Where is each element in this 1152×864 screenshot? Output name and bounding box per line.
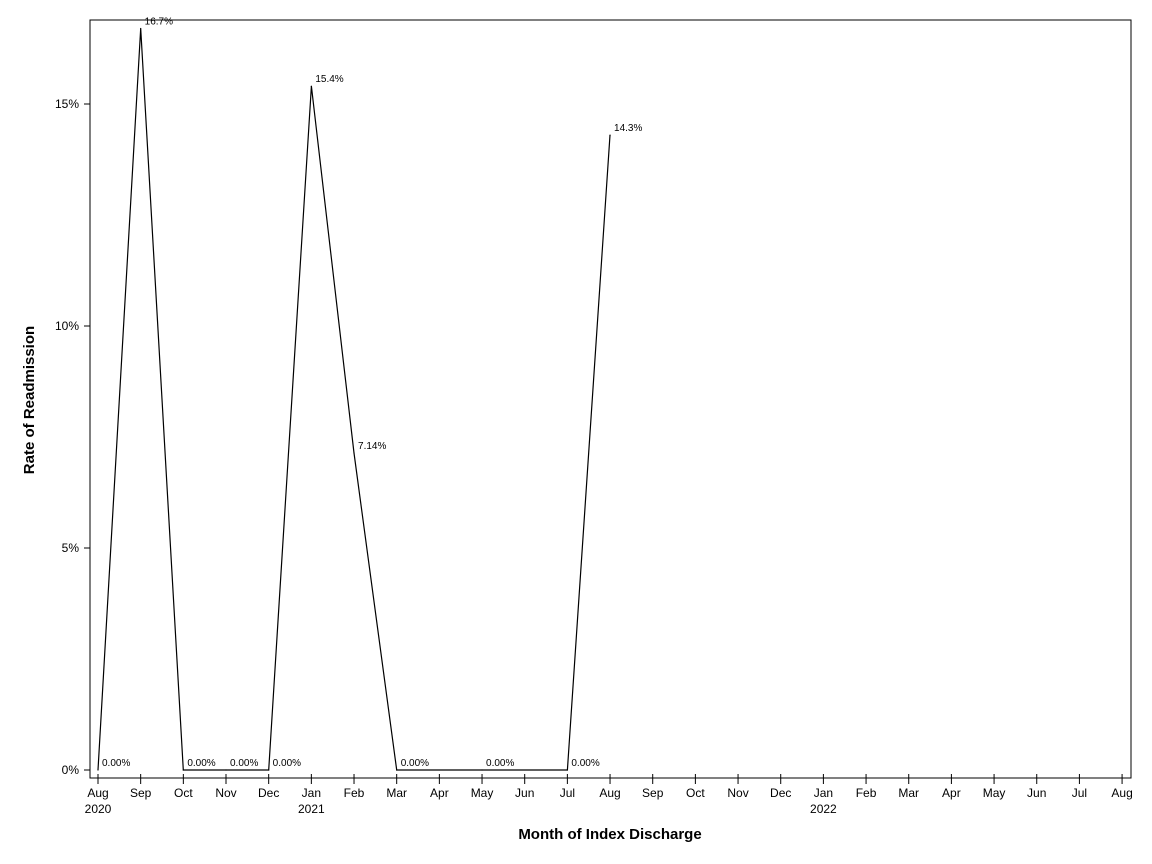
y-axis: 0% 5% 10% 15% (55, 97, 90, 777)
data-label: 0.00% (102, 758, 130, 769)
data-label: 0.00% (187, 758, 215, 769)
data-point (268, 769, 270, 771)
x-tick-label: Jan (302, 786, 321, 800)
data-label: 15.4% (315, 74, 343, 85)
data-point (609, 134, 611, 136)
plot-frame (89, 19, 1132, 779)
x-tick-label: Sep (130, 786, 152, 800)
x-tick-label: Jan (814, 786, 833, 800)
x-tick-label: Nov (215, 786, 236, 800)
y-tick-label: 15% (55, 97, 79, 111)
data-label: 14.3% (614, 123, 642, 134)
data-point (481, 769, 483, 771)
data-labels: 0.00% 16.7% 0.00% 0.00% 0.00% 15.4% 7.14% 0.00%… (102, 17, 643, 769)
data-point (396, 769, 398, 771)
x-tick-label: Jun (515, 786, 534, 800)
x-axis: Aug 2020 Sep Oct Nov Dec Jan 2021 Feb Mar Apr May Ju… (85, 774, 1133, 816)
y-tick-label: 10% (55, 319, 79, 333)
y-tick-label: 5% (62, 541, 80, 555)
x-tick-label: Feb (344, 786, 365, 800)
x-tick-label: May (983, 786, 1006, 800)
x-tick-label: Aug (87, 786, 108, 800)
data-point (225, 769, 227, 771)
data-label: 7.14% (358, 441, 386, 452)
x-tick-year-label: 2021 (298, 802, 325, 816)
x-tick-label: Aug (599, 786, 620, 800)
x-axis-title: Month of Index Discharge (518, 826, 701, 843)
x-tick-label: Aug (1111, 786, 1132, 800)
y-axis-title: Rate of Readmission (21, 326, 38, 474)
data-point (140, 27, 142, 30)
data-label: 0.00% (486, 758, 514, 769)
x-tick-label: Apr (430, 786, 449, 800)
x-tick-label: Oct (174, 786, 193, 800)
data-point (310, 85, 312, 87)
series-readmission-rate (97, 27, 611, 771)
x-tick-label: Apr (942, 786, 961, 800)
x-tick-label: Dec (770, 786, 791, 800)
x-tick-year-label: 2020 (85, 802, 112, 816)
x-tick-label: Mar (898, 786, 919, 800)
x-tick-label: Oct (686, 786, 705, 800)
x-tick-label: Jun (1027, 786, 1046, 800)
x-tick-year-label: 2022 (810, 802, 837, 816)
data-point (353, 452, 355, 454)
x-tick-label: Dec (258, 786, 279, 800)
data-point (97, 769, 99, 771)
x-tick-label: Jul (1072, 786, 1087, 800)
x-tick-label: Feb (856, 786, 877, 800)
data-label: 16.7% (145, 17, 173, 28)
y-tick-label: 0% (62, 763, 80, 777)
x-tick-label: Mar (386, 786, 407, 800)
x-tick-label: Sep (642, 786, 664, 800)
data-label: 0.00% (230, 758, 258, 769)
series-line (97, 28, 611, 771)
x-tick-label: Nov (727, 786, 748, 800)
data-label: 0.00% (273, 758, 301, 769)
x-tick-label: May (471, 786, 494, 800)
x-tick-label: Jul (560, 786, 575, 800)
data-label: 0.00% (401, 758, 429, 769)
data-point (182, 769, 184, 771)
data-label: 0.00% (571, 758, 599, 769)
data-point (566, 769, 568, 771)
